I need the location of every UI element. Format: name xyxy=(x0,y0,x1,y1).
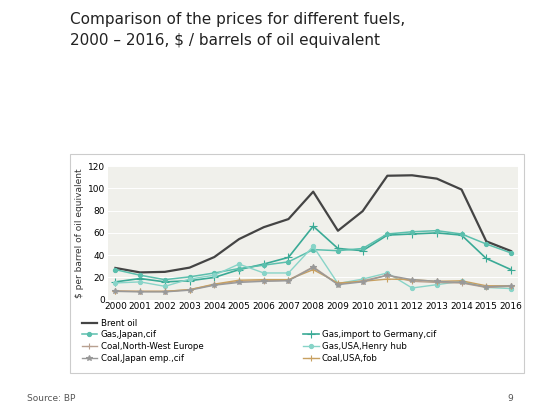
Legend: Gas,import to Germany,cif, Gas,USA,Henry hub, Coal,USA,fob: Gas,import to Germany,cif, Gas,USA,Henry… xyxy=(301,328,438,364)
Y-axis label: $ per barrel of oil equivalent: $ per barrel of oil equivalent xyxy=(75,168,84,298)
Legend: Brent oil, Gas,Japan,cif, Coal,North-West Europe, Coal,Japan emp.,cif: Brent oil, Gas,Japan,cif, Coal,North-Wes… xyxy=(80,317,205,364)
Text: 9: 9 xyxy=(507,394,513,403)
Text: Source: BP: Source: BP xyxy=(27,394,76,403)
Text: Comparison of the prices for different fuels,
2000 – 2016, $ / barrels of oil eq: Comparison of the prices for different f… xyxy=(70,12,406,48)
